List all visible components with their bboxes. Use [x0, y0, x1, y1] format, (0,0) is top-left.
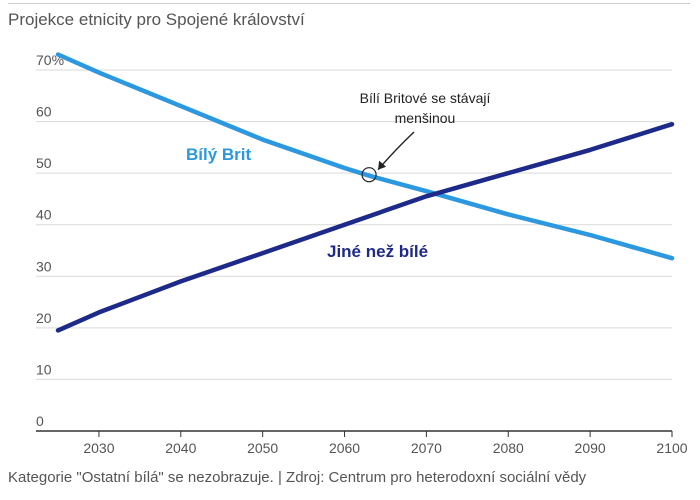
top-rule [8, 3, 690, 4]
x-tick-label: 2080 [493, 440, 524, 456]
x-tick-label: 2050 [247, 440, 278, 456]
series-line-non-white [55, 121, 675, 333]
y-tick-label: 20 [36, 310, 52, 326]
annotation-arrow-shaft [377, 131, 415, 171]
annotation-text-line-2: menšinou [395, 110, 456, 126]
y-tick-label: 30 [36, 258, 52, 274]
x-tick-label: 2100 [656, 440, 687, 456]
y-tick-label: 10 [36, 361, 52, 377]
x-tick-label: 2030 [83, 440, 114, 456]
chart-caption: Kategorie "Ostatní bílá" se nezobrazuje.… [8, 469, 587, 486]
y-tick-label: 60 [36, 104, 52, 120]
series-label-non-white: Jiné než bílé [327, 242, 428, 261]
annotation-arrow-head [378, 160, 387, 170]
x-tick-label: 2040 [165, 440, 196, 456]
y-tick-label: 40 [36, 207, 52, 223]
series-label-white-british: Bílý Brit [186, 145, 252, 164]
x-tick-label: 2070 [411, 440, 442, 456]
y-tick-label: 50 [36, 155, 52, 171]
annotation-marker [361, 167, 377, 183]
x-tick-label: 2060 [329, 440, 360, 456]
chart-title: Projekce etnicity pro Spojené království [8, 10, 305, 29]
y-tick-label: 0 [36, 413, 44, 429]
annotation-text-line-1: Bílí Britové se stávají [360, 90, 491, 106]
series-line-white-british [55, 52, 675, 261]
x-tick-label: 2090 [575, 440, 606, 456]
